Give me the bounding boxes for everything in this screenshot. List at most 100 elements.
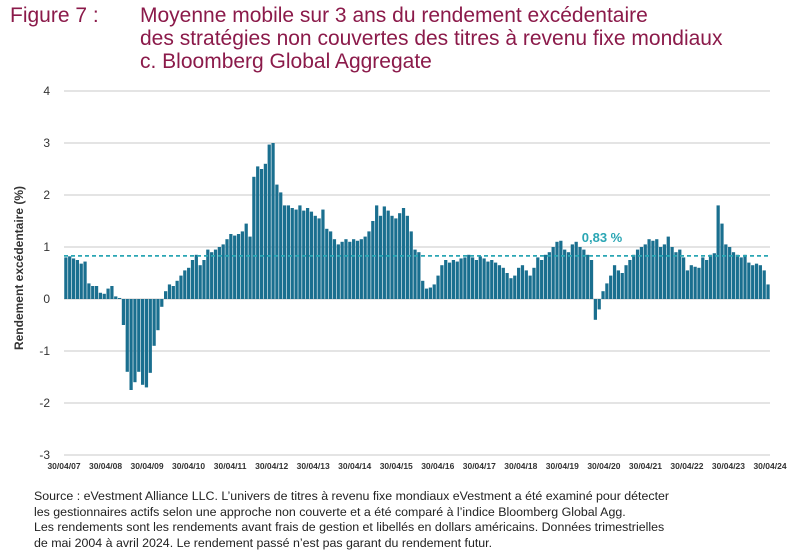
bar (363, 236, 367, 299)
bar (520, 265, 525, 299)
bar (394, 218, 398, 299)
bar (325, 228, 329, 299)
bar (267, 144, 271, 299)
bar (455, 261, 459, 299)
bar (94, 286, 99, 299)
grid-lines (64, 90, 770, 456)
y-tick-label: 1 (43, 240, 50, 254)
bar (263, 163, 268, 299)
bar (233, 235, 237, 299)
bar (624, 265, 628, 299)
bar (110, 286, 114, 299)
bar (229, 234, 233, 299)
bar (547, 252, 551, 299)
bar (152, 299, 156, 346)
bar (486, 261, 490, 299)
bar (505, 273, 509, 299)
bar (720, 223, 724, 299)
bar (708, 254, 713, 299)
bar (417, 252, 421, 299)
bar (674, 252, 678, 299)
bar (275, 184, 279, 299)
reference: 0,83 % (64, 230, 770, 257)
bar (754, 263, 759, 299)
bar (497, 265, 502, 299)
source-line-3: Les rendements sont les rendements avant… (34, 520, 665, 534)
figure-number: Figure 7 : (10, 4, 99, 27)
bar (213, 249, 218, 299)
y-tick-label: -3 (39, 448, 50, 462)
x-tick-label: 30/04/18 (504, 461, 537, 471)
bar (467, 254, 471, 299)
bar (252, 176, 256, 299)
bar (183, 270, 187, 299)
bar (474, 260, 479, 299)
bar (190, 260, 195, 299)
bar (386, 210, 390, 299)
x-tick-label: 30/04/22 (670, 461, 703, 471)
bar (574, 241, 578, 299)
bar (436, 275, 440, 299)
bar (378, 215, 383, 299)
bar (616, 270, 621, 299)
bar (164, 291, 168, 299)
y-axis-label: Rendement excédentaire (%) (12, 186, 26, 350)
x-tick-label: 30/04/14 (338, 461, 371, 471)
bar (133, 299, 137, 383)
bar (543, 254, 548, 299)
bar (440, 265, 444, 299)
bar (432, 284, 436, 299)
bar (329, 231, 333, 299)
bar (766, 284, 770, 299)
bar (635, 249, 640, 299)
bar (693, 266, 697, 299)
bar (302, 210, 306, 299)
bar (137, 299, 141, 372)
bar (444, 260, 448, 299)
bar (398, 213, 402, 299)
bar (501, 267, 505, 299)
bar (463, 257, 467, 299)
bar (317, 218, 321, 299)
bar (367, 231, 371, 299)
bar (344, 239, 348, 299)
bar (217, 247, 221, 299)
bar (728, 247, 732, 299)
bar (401, 208, 406, 299)
bar (490, 260, 494, 299)
bar (355, 240, 360, 299)
bar (348, 241, 352, 299)
bar (513, 275, 517, 299)
bar (593, 299, 597, 320)
bar (651, 240, 655, 299)
bar (697, 267, 701, 299)
bar (589, 260, 594, 299)
bar (405, 215, 409, 299)
bar (447, 262, 452, 299)
bar (248, 236, 252, 299)
bar (290, 208, 294, 299)
y-tick-label: 2 (43, 188, 50, 202)
bar (371, 221, 375, 299)
bar (179, 275, 183, 299)
bar (747, 262, 751, 299)
bar (685, 270, 690, 299)
bar (762, 270, 766, 299)
bar (221, 244, 225, 299)
bar (578, 247, 582, 299)
bars (64, 143, 770, 390)
bar (563, 249, 567, 299)
bar (470, 257, 475, 299)
bar (91, 286, 95, 299)
bar (305, 208, 310, 299)
bar (670, 247, 674, 299)
x-axis: 30/04/07 30/04/08 30/04/09 30/04/10 30/04/11… (47, 461, 786, 471)
bar (421, 280, 425, 299)
bar (735, 254, 739, 299)
bar (424, 288, 429, 299)
x-tick-label: 30/04/21 (629, 461, 662, 471)
average-line-label: 0,83 % (582, 230, 623, 245)
bar (586, 254, 590, 299)
bar (98, 292, 103, 299)
